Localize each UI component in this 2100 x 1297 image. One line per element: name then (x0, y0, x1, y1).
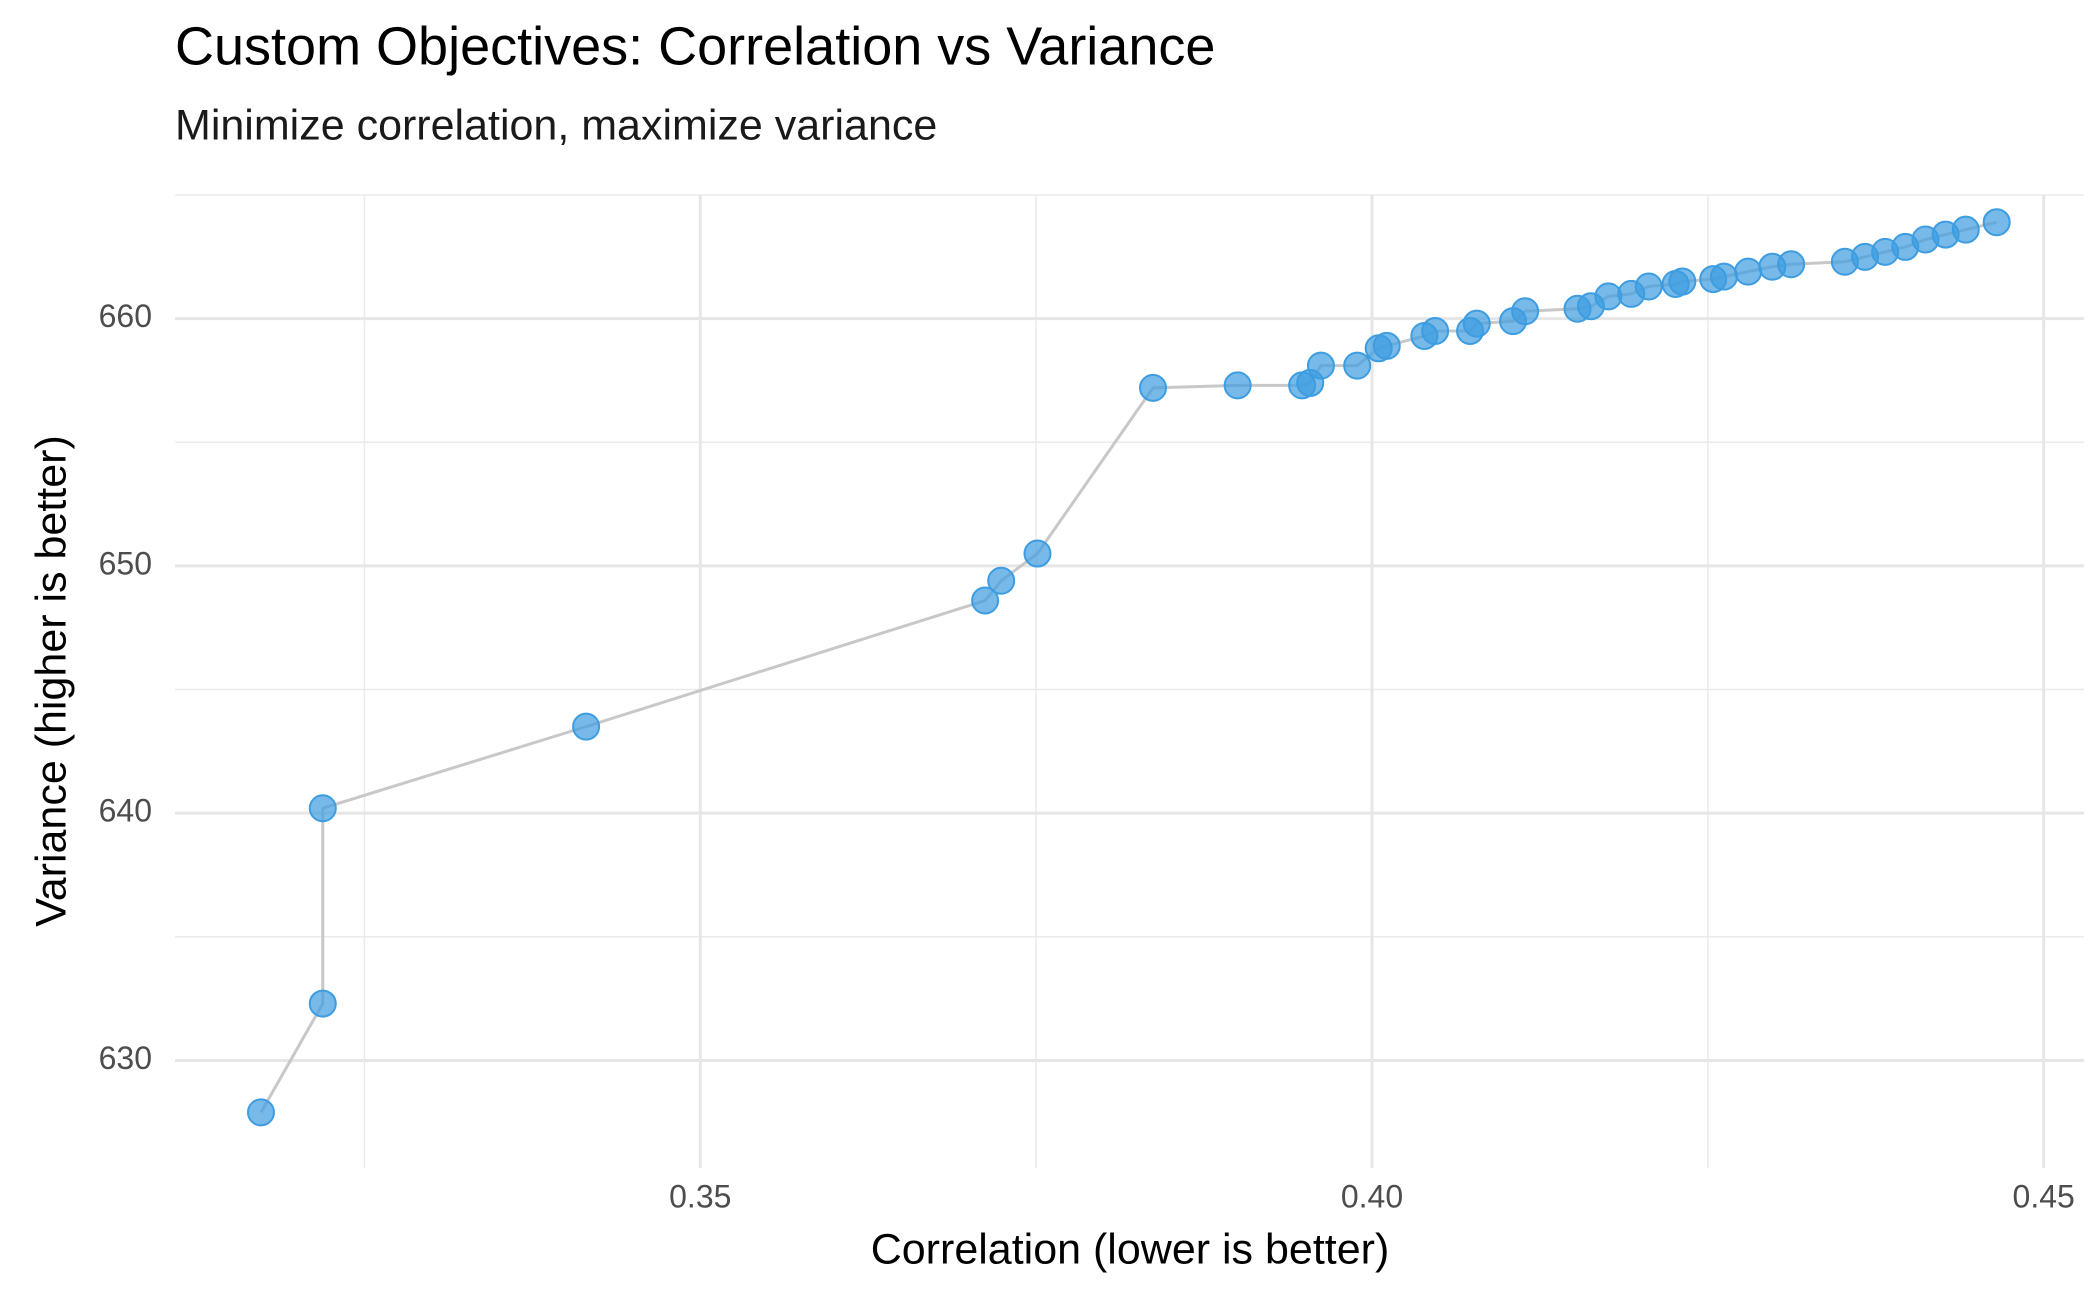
point (1777, 250, 1806, 279)
point (987, 566, 1016, 595)
point (1462, 309, 1491, 338)
point (1343, 351, 1372, 380)
point (1734, 257, 1763, 286)
point (1951, 215, 1980, 244)
point (1023, 539, 1052, 568)
point (1982, 208, 2011, 237)
point (1511, 297, 1540, 326)
chart-subtitle: Minimize correlation, maximize variance (175, 101, 937, 149)
y-tick-label: 640 (99, 793, 152, 829)
point (1139, 373, 1168, 402)
point (1372, 331, 1401, 360)
point (1709, 262, 1738, 291)
point (1634, 272, 1663, 301)
point (1421, 316, 1450, 345)
point (246, 1098, 275, 1127)
point (572, 712, 601, 741)
point (308, 989, 337, 1018)
x-tick-label: 0.40 (1341, 1178, 1403, 1214)
point (1223, 371, 1252, 400)
x-tick-label: 0.45 (2013, 1178, 2075, 1214)
point (971, 586, 1000, 615)
y-tick-label: 630 (99, 1040, 152, 1076)
x-axis-label: Correlation (lower is better) (871, 1225, 1390, 1273)
point (308, 794, 337, 823)
x-tick-label: 0.35 (669, 1178, 731, 1214)
y-tick-label: 650 (99, 545, 152, 581)
connecting-line (259, 220, 1998, 1114)
chart-title: Custom Objectives: Correlation vs Varian… (175, 16, 1215, 76)
y-tick-label: 660 (99, 298, 152, 334)
y-axis-label: Variance (higher is better) (27, 435, 75, 927)
point (1668, 267, 1697, 296)
point (1306, 351, 1335, 380)
